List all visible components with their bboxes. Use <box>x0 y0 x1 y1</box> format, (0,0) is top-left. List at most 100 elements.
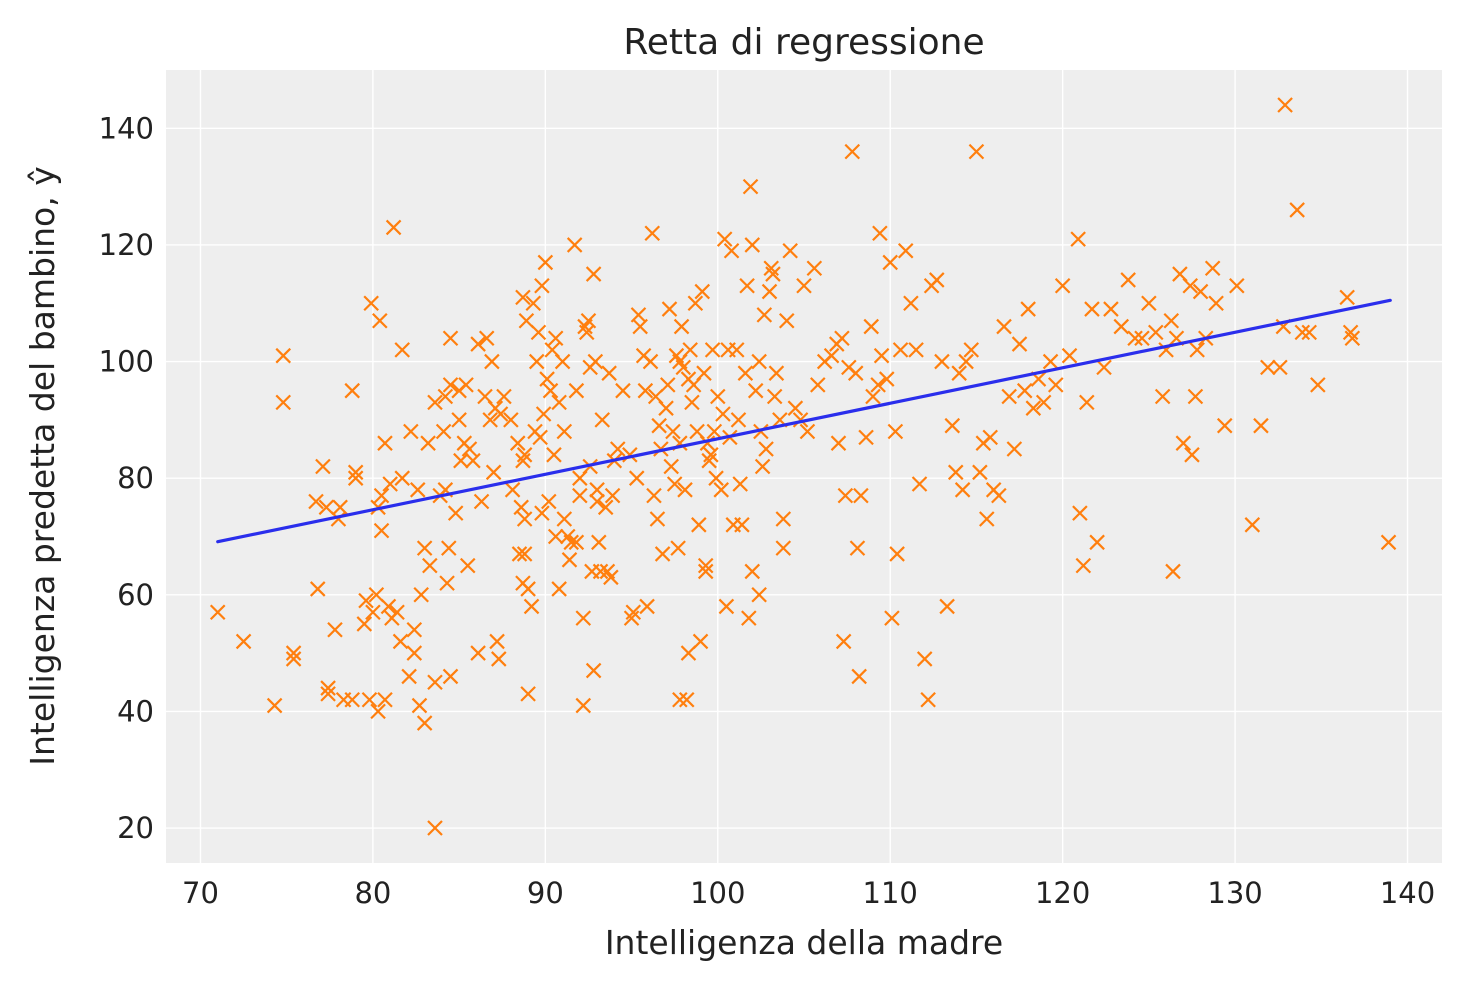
grid-lines <box>166 70 1442 863</box>
data-point <box>972 464 988 481</box>
data-point <box>639 598 655 615</box>
data-point <box>537 254 554 271</box>
data-point <box>920 691 936 708</box>
data-point <box>672 691 688 708</box>
data-point <box>889 546 905 562</box>
data-point <box>823 347 840 364</box>
data-point <box>849 540 866 556</box>
data-point <box>775 540 792 556</box>
data-point <box>308 493 324 510</box>
data-point <box>563 534 579 551</box>
data-point <box>1187 388 1204 405</box>
data-point <box>1061 347 1078 364</box>
data-point <box>1301 324 1318 341</box>
data-point <box>649 511 666 527</box>
data-point <box>1192 283 1209 300</box>
data-point <box>597 499 614 516</box>
data-point <box>451 412 467 428</box>
data-point <box>484 353 500 370</box>
data-point <box>275 394 292 411</box>
data-point <box>551 394 567 411</box>
data-point <box>532 429 548 446</box>
data-point <box>318 499 335 516</box>
y-tick-label: 80 <box>117 461 154 495</box>
data-point <box>492 406 509 422</box>
x-tick-label: 130 <box>1207 876 1262 910</box>
data-point <box>708 470 724 486</box>
data-point <box>1070 231 1086 247</box>
data-point <box>535 406 552 422</box>
data-point <box>751 587 767 603</box>
data-point <box>523 598 540 615</box>
data-point <box>372 312 388 329</box>
data-point <box>416 715 433 731</box>
data-point <box>747 382 764 399</box>
data-point <box>1127 330 1143 346</box>
data-point <box>409 482 426 498</box>
data-point <box>666 476 683 492</box>
data-point <box>958 353 974 370</box>
data-point <box>916 651 933 667</box>
data-point <box>435 423 452 440</box>
data-point <box>851 668 867 685</box>
data-point <box>470 336 486 352</box>
data-point <box>687 295 704 312</box>
data-point <box>939 598 955 615</box>
data-point <box>1310 377 1326 393</box>
data-point <box>566 237 583 253</box>
data-point <box>542 382 559 399</box>
data-point <box>873 347 890 364</box>
data-point <box>1277 97 1293 113</box>
x-tick-label: 120 <box>1035 876 1090 910</box>
data-point <box>694 283 711 300</box>
data-point <box>1229 277 1245 294</box>
data-point <box>1084 301 1100 317</box>
data-point <box>516 511 533 527</box>
data-point <box>701 452 717 469</box>
data-point <box>516 447 533 463</box>
data-point <box>734 517 750 533</box>
data-point <box>754 458 771 475</box>
data-point <box>539 371 555 387</box>
data-point <box>704 342 721 358</box>
data-point <box>835 633 852 650</box>
data-point <box>575 697 592 714</box>
data-point <box>554 353 571 370</box>
data-point <box>1134 330 1150 346</box>
data-point <box>411 697 428 714</box>
data-point <box>1163 312 1180 329</box>
data-point <box>1089 534 1105 551</box>
data-point <box>751 353 767 370</box>
data-point <box>739 277 755 294</box>
data-point <box>478 330 495 346</box>
data-point <box>406 645 423 661</box>
data-point <box>758 441 774 457</box>
data-point <box>713 482 730 498</box>
data-point <box>799 423 816 440</box>
data-point <box>556 423 573 440</box>
data-point <box>982 429 999 446</box>
data-point <box>530 324 547 341</box>
data-point <box>1113 318 1130 335</box>
data-point <box>320 686 336 702</box>
data-point <box>1260 359 1276 376</box>
data-point <box>934 353 950 370</box>
data-point <box>1175 435 1192 451</box>
data-point <box>847 365 864 381</box>
data-point <box>347 470 364 486</box>
data-point <box>1096 359 1112 376</box>
data-point <box>882 254 898 271</box>
data-point <box>680 645 697 661</box>
data-point <box>837 487 854 504</box>
data-point <box>525 295 542 312</box>
data-point <box>775 511 792 527</box>
data-point <box>363 295 379 312</box>
data-point <box>642 353 659 370</box>
data-point <box>547 528 564 545</box>
x-tick-label: 80 <box>354 876 391 910</box>
data-point <box>601 365 617 381</box>
data-point <box>1253 417 1269 434</box>
data-point <box>344 691 361 708</box>
data-point <box>1079 394 1095 411</box>
data-point <box>715 406 731 422</box>
